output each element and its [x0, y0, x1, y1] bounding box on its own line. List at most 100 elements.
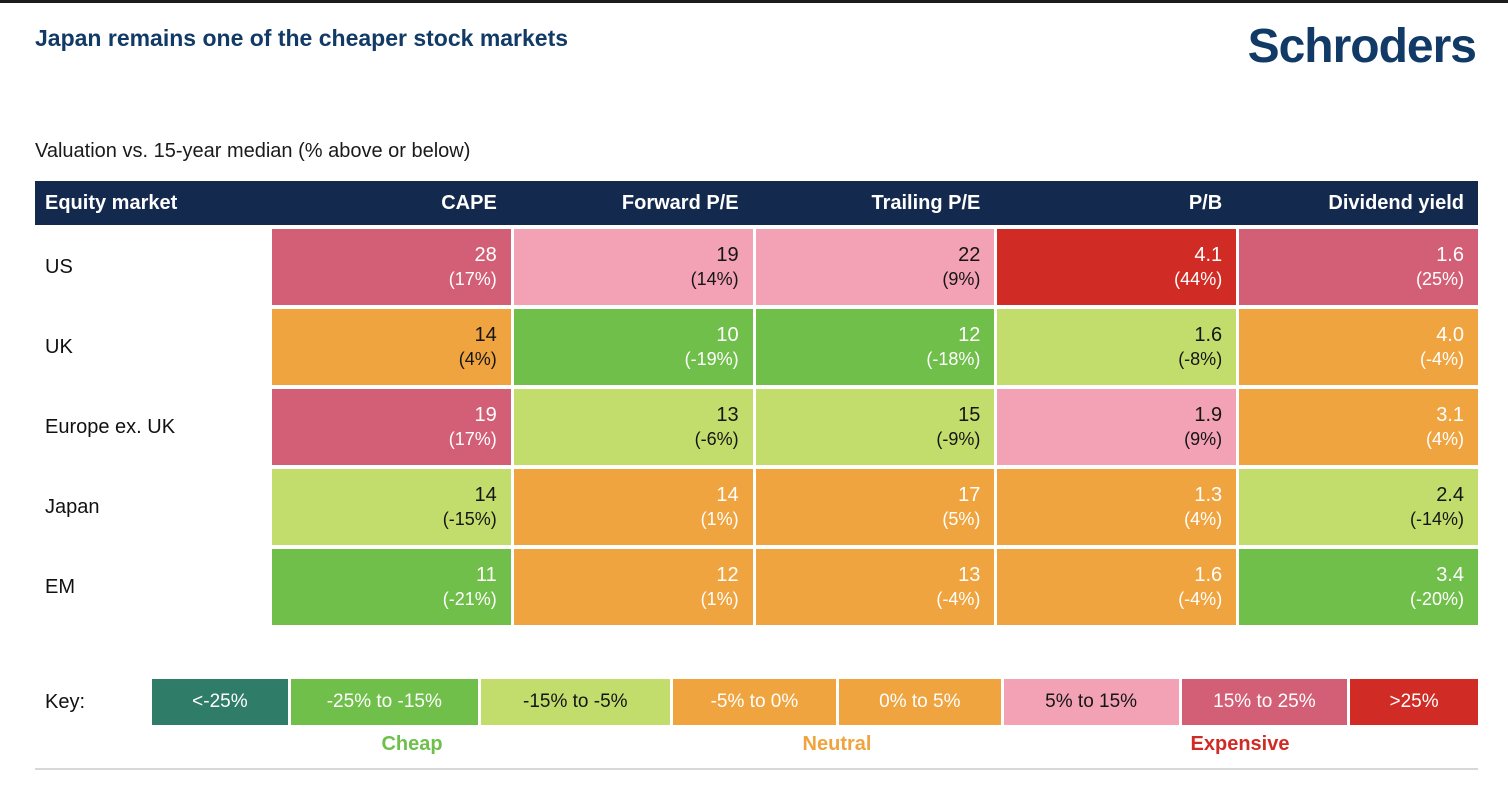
valuation-table: Equity market CAPE Forward P/E Trailing … [35, 181, 1478, 625]
market-name: US [35, 229, 269, 305]
pb-cell: 1.3 (4%) [997, 469, 1237, 545]
dividend-yield-cell: 4.0 (-4%) [1239, 309, 1478, 385]
table-row-japan: Japan 14 (-15%) 14 (1%) 17 (5%) 1.3 (4%)… [35, 469, 1478, 545]
cell-percent: (9%) [942, 269, 981, 290]
cell-value: 4.0 [1436, 323, 1464, 346]
pb-cell: 1.6 (-4%) [997, 549, 1237, 625]
cell-percent: (9%) [1184, 429, 1223, 450]
cape-cell: 11 (-21%) [272, 549, 511, 625]
legend-segment-0-5: 0% to 5% [839, 679, 1001, 725]
dividend-yield-cell: 3.4 (-20%) [1239, 549, 1478, 625]
cell-percent: (25%) [1415, 269, 1464, 290]
cell-percent: (4%) [458, 349, 497, 370]
trailing-pe-cell: 22 (9%) [755, 229, 995, 305]
cell-percent: (-8%) [1178, 349, 1223, 370]
column-header-pb: P/B [1188, 191, 1223, 214]
table-row-europe-ex-uk: Europe ex. UK 19 (17%) 13 (-6%) 15 (-9%)… [35, 389, 1478, 465]
table-row-em: EM 11 (-21%) 12 (1%) 13 (-4%) 1.6 (-4%) … [35, 549, 1478, 625]
cell-value: 19 [716, 243, 739, 266]
cell-percent: (-14%) [1409, 509, 1464, 530]
trailing-pe-cell: 15 (-9%) [755, 389, 995, 465]
cell-value: 4.1 [1194, 243, 1223, 266]
cell-value: 10 [716, 323, 739, 346]
dividend-yield-cell: 3.1 (4%) [1239, 389, 1478, 465]
cell-value: 14 [716, 483, 739, 506]
pb-cell: 4.1 (44%) [997, 229, 1237, 305]
table-row-uk: UK 14 (4%) 10 (-19%) 12 (-18%) 1.6 (-8%)… [35, 309, 1478, 385]
cell-value: 28 [474, 243, 497, 266]
cell-value: 2.4 [1436, 483, 1464, 506]
cell-percent: (4%) [1425, 429, 1464, 450]
column-header-trailing-pe: Trailing P/E [871, 191, 981, 214]
cell-percent: (-4%) [1420, 349, 1464, 370]
table-row-us: US 28 (17%) 19 (14%) 22 (9%) 4.1 (44%) 1… [35, 229, 1478, 305]
cell-value: 1.3 [1194, 483, 1223, 506]
cell-value: 3.4 [1436, 563, 1464, 586]
column-header-forward-pe: Forward P/E [621, 191, 739, 214]
forward-pe-cell: 10 (-19%) [513, 309, 753, 385]
legend-segment-gt-25: >25% [1350, 679, 1478, 725]
cell-percent: (-18%) [926, 349, 981, 370]
cell-percent: (-20%) [1409, 589, 1464, 610]
dividend-yield-cell: 1.6 (25%) [1239, 229, 1478, 305]
legend: Key: <-25% -25% to -15% -15% to -5% -5% … [35, 679, 1478, 725]
forward-pe-cell: 19 (14%) [513, 229, 753, 305]
cell-value: 3.1 [1436, 403, 1464, 426]
legend-segment-5-15: 5% to 15% [1003, 679, 1179, 725]
cell-value: 14 [474, 483, 497, 506]
forward-pe-cell: 13 (-6%) [513, 389, 753, 465]
trailing-pe-cell: 12 (-18%) [755, 309, 995, 385]
cell-value: 13 [958, 563, 981, 586]
cape-cell: 14 (-15%) [272, 469, 511, 545]
page-title: Japan remains one of the cheaper stock m… [35, 25, 569, 51]
legend-label: Key: [35, 679, 149, 725]
cell-percent: (-6%) [694, 429, 739, 450]
cell-value: 13 [716, 403, 739, 426]
legend-segment-15-25: 15% to 25% [1181, 679, 1348, 725]
cell-percent: (14%) [690, 269, 739, 290]
cell-value: 1.9 [1194, 403, 1223, 426]
legend-groups-spacer [35, 733, 152, 756]
column-header-dividend-yield: Dividend yield [1328, 191, 1464, 214]
cell-percent: (-9%) [936, 429, 981, 450]
market-name: Japan [35, 469, 269, 545]
cell-percent: (-19%) [684, 349, 739, 370]
table-header-row: Equity market CAPE Forward P/E Trailing … [35, 181, 1478, 225]
cell-value: 12 [716, 563, 739, 586]
chart-subtitle: Valuation vs. 15-year median (% above or… [35, 140, 471, 162]
cell-value: 11 [476, 563, 497, 586]
cell-value: 14 [474, 323, 497, 346]
legend-group-neutral: Neutral [802, 733, 872, 755]
legend-groups: Cheap Neutral Expensive [35, 733, 1478, 756]
trailing-pe-cell: 17 (5%) [755, 469, 995, 545]
cell-percent: (-21%) [442, 589, 497, 610]
column-header-cape: CAPE [441, 191, 497, 214]
cell-percent: (1%) [700, 589, 739, 610]
forward-pe-cell: 12 (1%) [513, 549, 753, 625]
legend-group-expensive: Expensive [1190, 733, 1290, 755]
cell-percent: (-4%) [1178, 589, 1223, 610]
cell-percent: (4%) [1184, 509, 1223, 530]
cell-value: 1.6 [1194, 563, 1223, 586]
legend-segment-lt-neg25: <-25% [152, 679, 288, 725]
trailing-pe-cell: 13 (-4%) [755, 549, 995, 625]
cell-percent: (17%) [448, 429, 497, 450]
cell-value: 22 [958, 243, 981, 266]
bottom-divider [35, 768, 1478, 770]
cell-value: 1.6 [1194, 323, 1223, 346]
pb-cell: 1.9 (9%) [997, 389, 1237, 465]
cape-cell: 19 (17%) [272, 389, 511, 465]
cell-percent: (-15%) [442, 509, 497, 530]
market-name: EM [35, 549, 269, 625]
legend-group-cheap: Cheap [381, 733, 443, 755]
legend-segment-neg25-neg15: -25% to -15% [290, 679, 478, 725]
cell-value: 1.6 [1436, 243, 1464, 266]
pb-cell: 1.6 (-8%) [997, 309, 1237, 385]
cell-percent: (5%) [942, 509, 981, 530]
cell-percent: (1%) [700, 509, 739, 530]
cell-value: 12 [958, 323, 981, 346]
cell-value: 17 [958, 483, 981, 506]
legend-segment-neg15-neg5: -15% to -5% [480, 679, 670, 725]
cape-cell: 28 (17%) [272, 229, 511, 305]
